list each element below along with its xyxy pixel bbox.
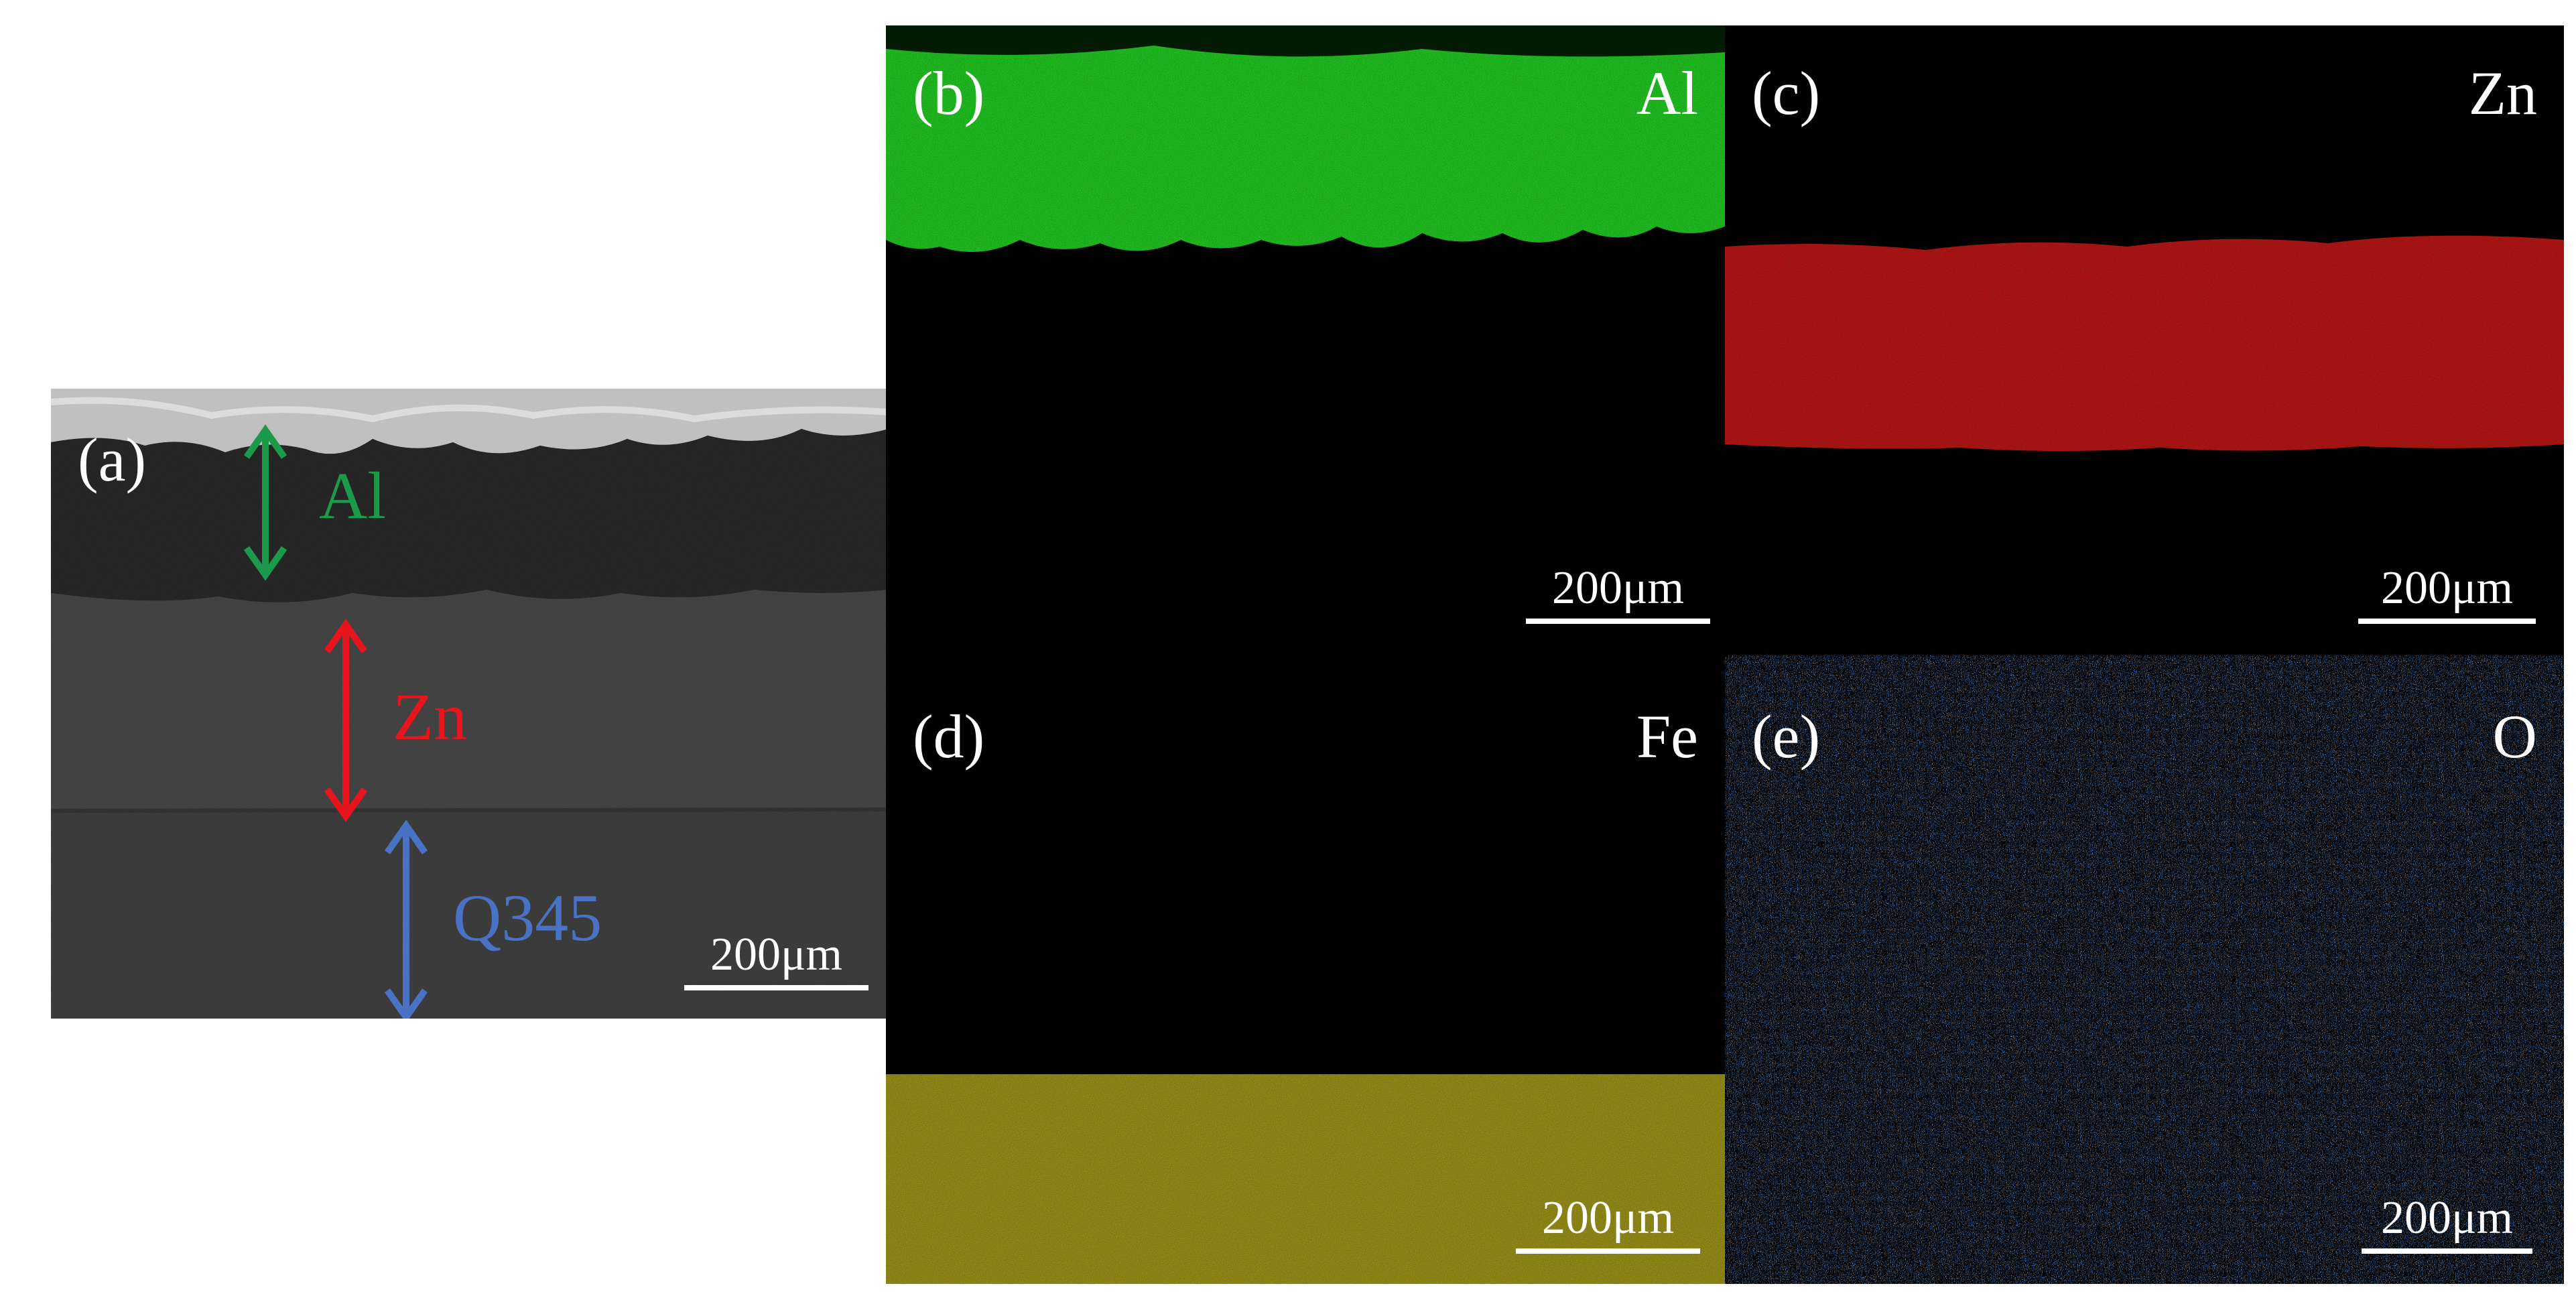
- panel-e-label: (e): [1752, 702, 1821, 771]
- panel-c-label: (c): [1752, 59, 1821, 127]
- zn-layer-thickness-arrow: [324, 619, 368, 822]
- eds-map-fe-panel: (d) Fe 200μm: [886, 655, 1725, 1284]
- eds-map-fe-image: [886, 655, 1725, 1284]
- sem-cross-section-image: [51, 389, 889, 1019]
- sem-cross-section-panel: (a) Al Zn Q345 200μm: [51, 389, 889, 1019]
- panel-c-scale-line: [2358, 619, 2536, 624]
- panel-c-scale-bar: 200μm: [2358, 565, 2536, 624]
- panel-e-scale-bar: 200μm: [2362, 1195, 2532, 1254]
- panel-b-scale-text: 200μm: [1552, 562, 1684, 614]
- eds-map-o-panel: (e) O 200μm: [1725, 655, 2564, 1284]
- eds-map-o-image: [1725, 655, 2564, 1284]
- al-layer-label: Al: [319, 458, 386, 533]
- eds-map-zn-panel: (c) Zn 200μm: [1725, 25, 2564, 655]
- panel-e-scale-text: 200μm: [2381, 1192, 2513, 1244]
- panel-e-scale-line: [2362, 1248, 2532, 1254]
- panel-e-element-label: O: [2492, 702, 2537, 771]
- eds-map-zn-image: [1725, 25, 2564, 655]
- panel-d-scale-text: 200μm: [1542, 1192, 1674, 1244]
- panel-d-element-label: Fe: [1636, 702, 1698, 771]
- panel-b-label: (b): [913, 59, 985, 127]
- eds-map-al-panel: (b) Al 200μm: [886, 25, 1725, 655]
- panel-d-label: (d): [913, 702, 985, 771]
- panel-d-scale-line: [1516, 1248, 1700, 1254]
- al-layer-thickness-arrow: [243, 424, 287, 581]
- eds-map-al-image: [886, 25, 1725, 655]
- panel-b-scale-line: [1526, 619, 1710, 624]
- panel-a-scale-line: [684, 985, 868, 990]
- panel-a-scale-text: 200μm: [710, 929, 842, 980]
- q345-substrate-arrow: [384, 820, 428, 1019]
- panel-c-scale-text: 200μm: [2381, 562, 2513, 614]
- panel-b-scale-bar: 200μm: [1526, 565, 1710, 624]
- panel-b-element-label: Al: [1636, 59, 1698, 127]
- panel-c-element-label: Zn: [2468, 59, 2537, 127]
- q345-layer-label: Q345: [453, 881, 602, 955]
- zn-layer-label: Zn: [393, 679, 468, 754]
- panel-d-scale-bar: 200μm: [1516, 1195, 1700, 1254]
- panel-a-label: (a): [78, 426, 147, 494]
- panel-a-scale-bar: 200μm: [684, 931, 868, 990]
